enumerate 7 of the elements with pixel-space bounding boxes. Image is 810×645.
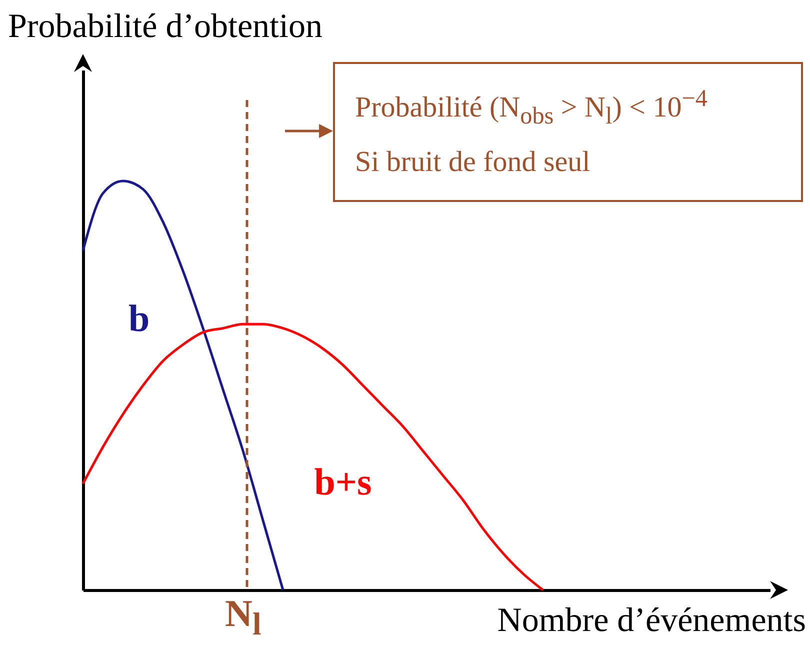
text: Si bruit de fond seul [355, 145, 592, 180]
y-axis-title: Probabilité d’obtention [8, 8, 322, 46]
text: Probabilité (N$_{obs}$ > N$_{l}$) < 10$^{−4}$ [355, 84, 708, 132]
series-label: b+s [314, 462, 372, 504]
text: N$_{l}$ [225, 592, 262, 643]
series-label: b [128, 298, 150, 340]
x-axis-title: Nombre d’événements [497, 602, 806, 640]
